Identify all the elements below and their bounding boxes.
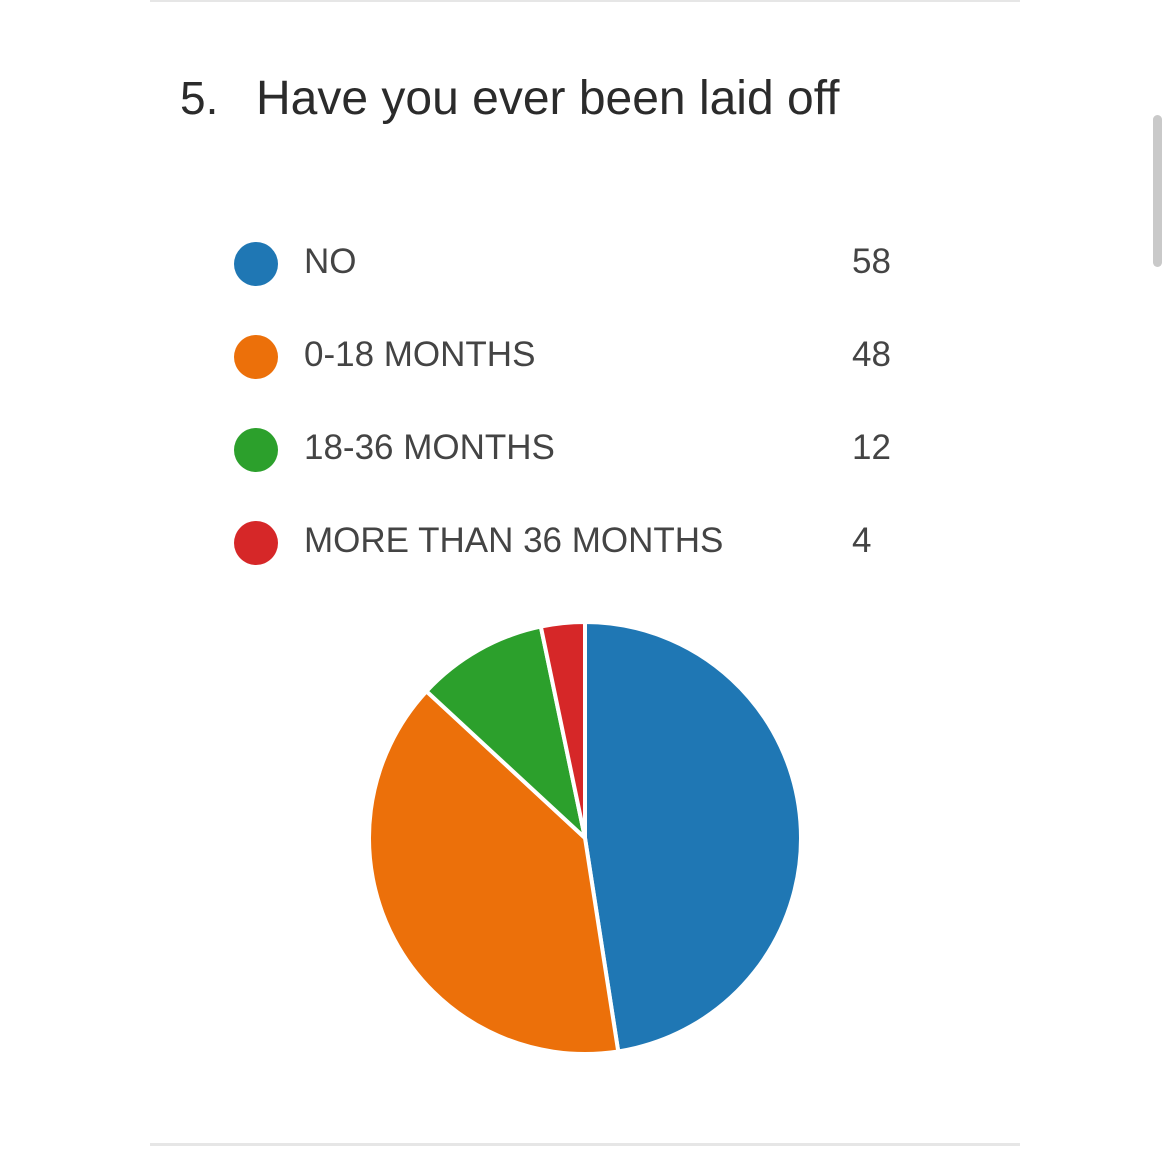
legend-label: MORE THAN 36 MONTHS [304, 521, 724, 560]
legend-swatch [234, 428, 278, 472]
legend-item: 18-36 MONTHS 12 [232, 424, 932, 517]
slice-no [583, 620, 803, 1054]
pie-chart [367, 620, 803, 1056]
legend-label: 0-18 MONTHS [304, 335, 536, 374]
slice-18-36-months [424, 624, 587, 840]
bottom-divider [150, 1143, 1020, 1146]
legend-swatch [234, 521, 278, 565]
legend-value: 48 [852, 335, 891, 374]
legend-label: 18-36 MONTHS [304, 428, 555, 467]
slice-0-18-months [367, 689, 621, 1056]
legend-value: 4 [852, 521, 872, 560]
chart-legend: NO 58 0-18 MONTHS 48 18-36 MONTHS 12 MORE THAN… [232, 238, 932, 610]
scrollbar-thumb[interactable] [1153, 115, 1162, 267]
question-title: 5. Have you ever been laid off [180, 68, 840, 129]
legend-value: 12 [852, 428, 891, 467]
legend-label: NO [304, 242, 357, 281]
legend-item: MORE THAN 36 MONTHS 4 [232, 517, 932, 610]
legend-item: 0-18 MONTHS 48 [232, 331, 932, 424]
question-text: Have you ever been laid off [256, 72, 840, 125]
legend-item: NO 58 [232, 238, 932, 331]
top-divider [150, 0, 1020, 2]
slice-more-than-36-months [538, 620, 587, 840]
legend-swatch [234, 335, 278, 379]
legend-swatch [234, 242, 278, 286]
legend-value: 58 [852, 242, 891, 281]
question-number: 5. [180, 72, 219, 124]
